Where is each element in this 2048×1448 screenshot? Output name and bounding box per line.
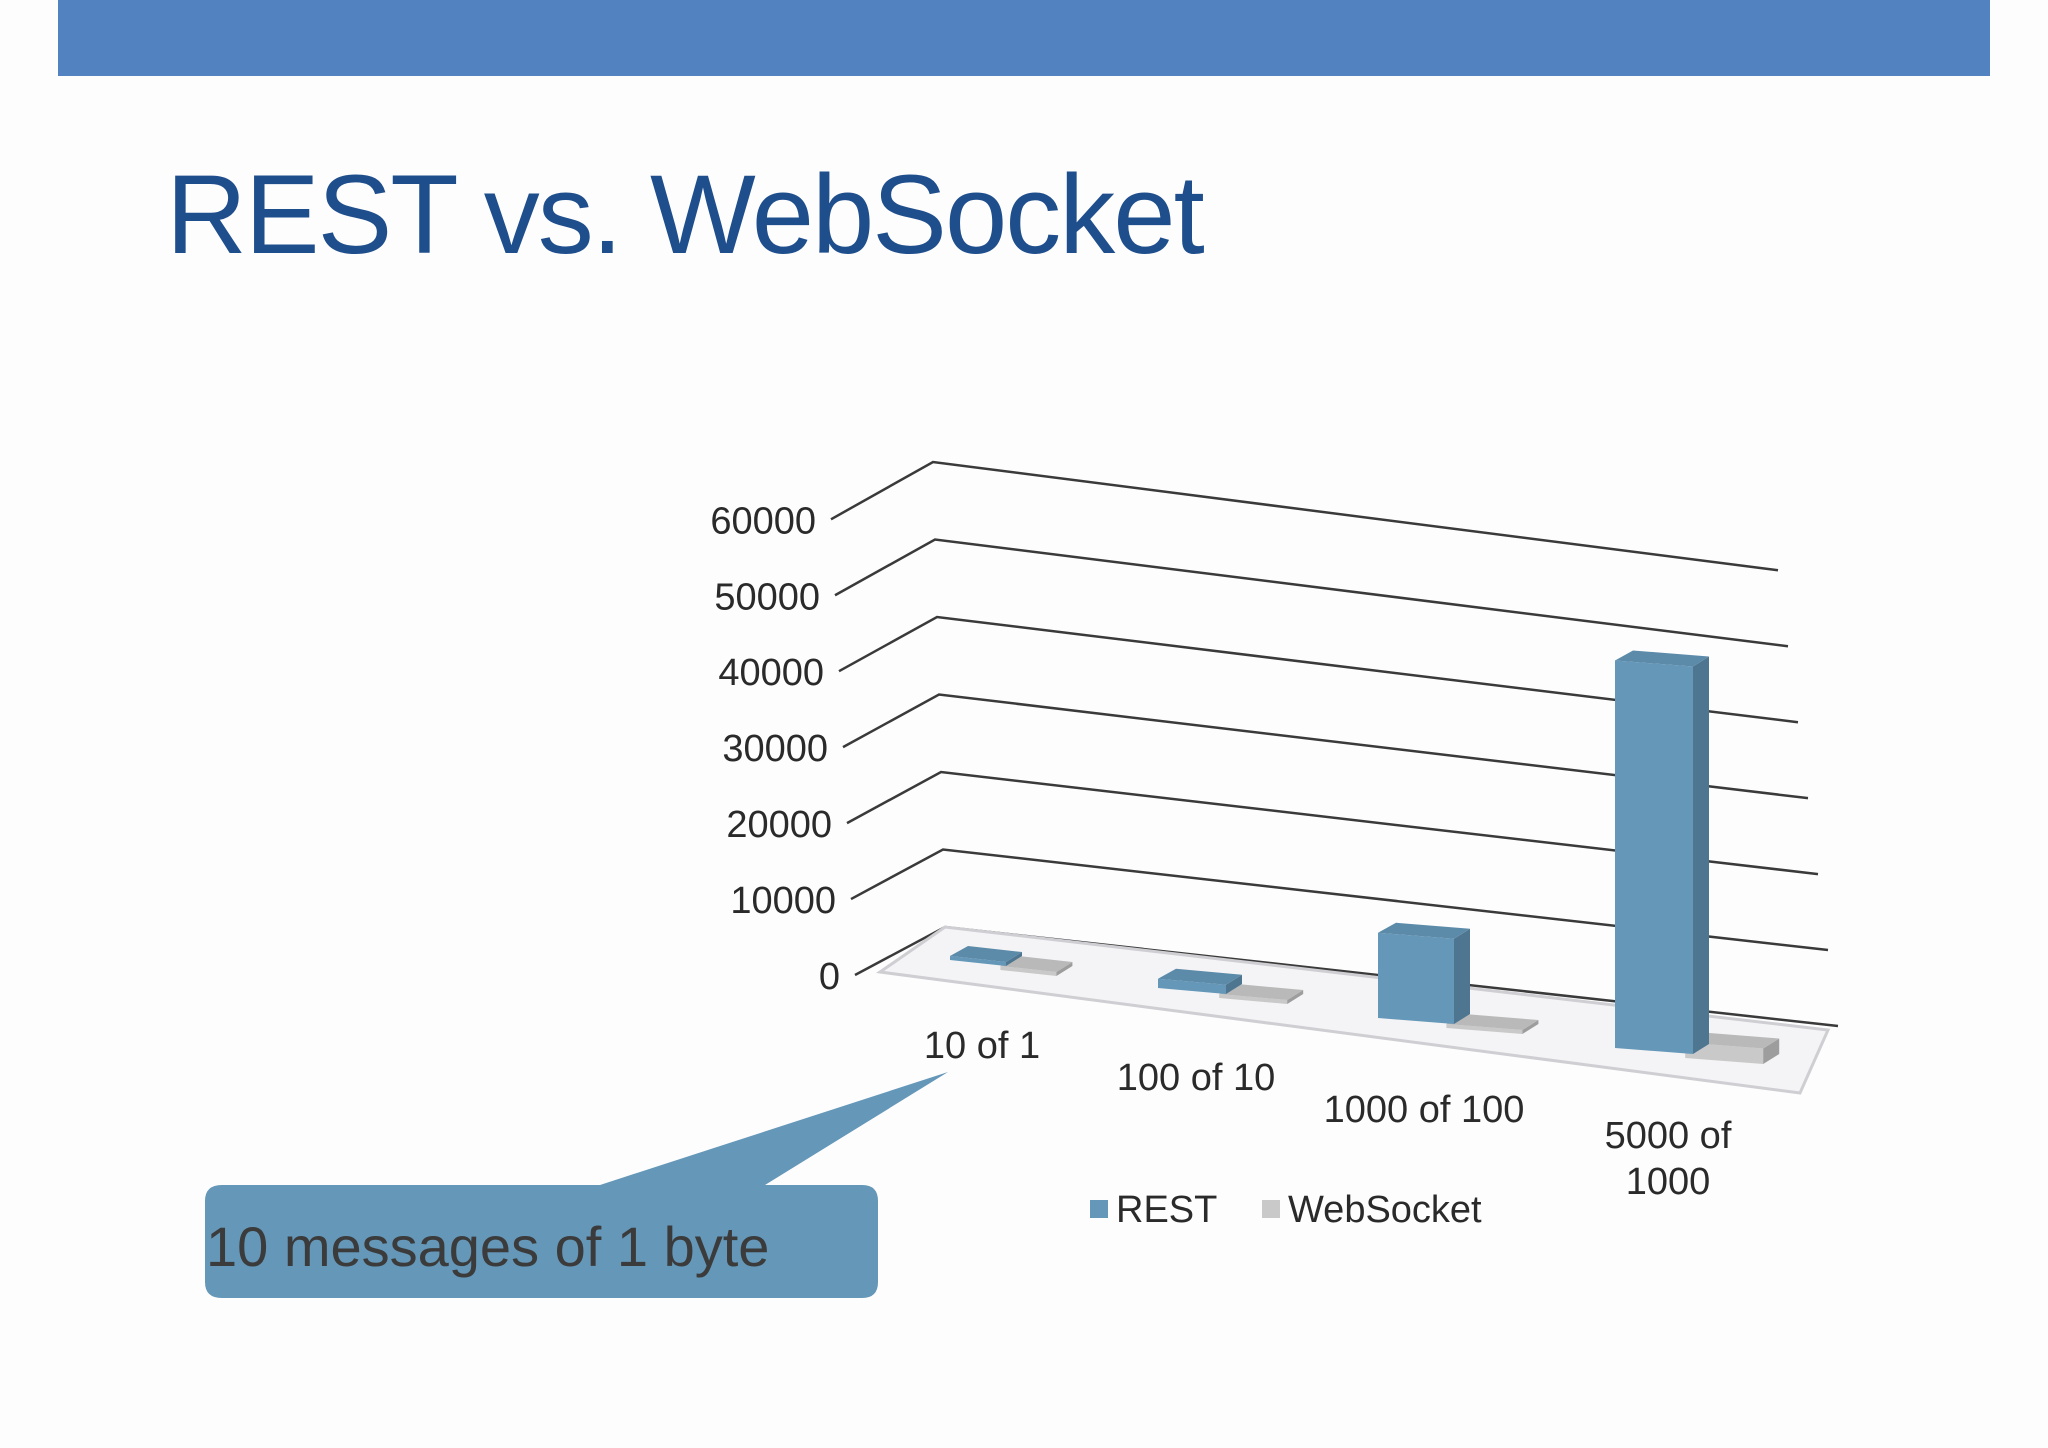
bar-side — [1287, 990, 1304, 1004]
y-tick-label: 40000 — [718, 652, 824, 694]
bar-side — [1454, 928, 1470, 1024]
bar-rest-3 — [1615, 650, 1709, 1054]
header-bar — [58, 0, 1990, 76]
gridline — [838, 615, 1799, 724]
x-tick-label: 1000 — [1626, 1161, 1711, 1203]
slide-title: REST vs. WebSocket — [166, 152, 1205, 277]
callout-bubble — [205, 1072, 948, 1298]
gridlines — [830, 460, 1839, 1028]
bar-top — [1378, 922, 1470, 939]
bar-top — [950, 946, 1022, 962]
bar-front — [1378, 932, 1454, 1024]
bar-websocket-0 — [1000, 956, 1073, 976]
bar-side — [1693, 656, 1709, 1054]
y-tick-label: 30000 — [722, 728, 828, 770]
bar-front — [1158, 978, 1226, 994]
bar-rest-0 — [950, 946, 1022, 966]
bar-websocket-2 — [1446, 1014, 1539, 1034]
y-tick-label: 0 — [819, 956, 840, 998]
y-axis-ticks: 0 10000 20000 30000 40000 50000 60000 — [710, 500, 840, 998]
bar-front — [1219, 994, 1288, 1004]
x-tick-label: 1000 of 100 — [1324, 1089, 1525, 1131]
legend-label: REST — [1116, 1189, 1217, 1231]
bar-front — [950, 956, 1006, 966]
legend: REST WebSocket — [1090, 1189, 1482, 1231]
y-tick-label: 20000 — [726, 804, 832, 846]
x-tick-label: 5000 of — [1605, 1115, 1732, 1157]
gridline — [850, 848, 1829, 952]
bar-top — [1000, 956, 1073, 972]
bar-front — [1685, 1042, 1764, 1064]
floor-plane — [875, 925, 1831, 1095]
gridline — [842, 693, 1809, 800]
bar-top — [1446, 1014, 1539, 1030]
bars — [950, 650, 1780, 1064]
bar-side — [1056, 962, 1073, 976]
legend-swatch — [1090, 1200, 1108, 1218]
bar-front — [1446, 1024, 1523, 1034]
y-tick-label: 60000 — [710, 500, 816, 542]
legend-swatch — [1262, 1200, 1280, 1218]
bar-top — [1219, 984, 1304, 1000]
y-tick-label: 10000 — [730, 880, 836, 922]
bar-rest-1 — [1158, 968, 1242, 994]
callout-text: 10 messages of 1 byte — [206, 1215, 770, 1278]
bar-top — [1615, 650, 1709, 667]
chart-floor — [875, 925, 1831, 1095]
bar-front — [1615, 660, 1693, 1054]
gridline — [846, 770, 1819, 876]
bar-side — [1763, 1038, 1780, 1064]
bar-side — [1226, 974, 1242, 994]
bar-websocket-1 — [1219, 984, 1304, 1004]
callout — [205, 1072, 948, 1298]
bar-rest-2 — [1378, 922, 1470, 1024]
gridline — [834, 538, 1789, 648]
bar-top — [1158, 968, 1242, 985]
bar-side — [1522, 1020, 1539, 1034]
legend-label: WebSocket — [1288, 1189, 1482, 1231]
bar-front — [1000, 966, 1057, 976]
bar-side — [1006, 952, 1022, 966]
x-tick-label: 100 of 10 — [1117, 1057, 1275, 1099]
x-tick-label: 10 of 1 — [924, 1025, 1040, 1067]
gridline — [830, 460, 1779, 572]
y-tick-label: 50000 — [714, 576, 820, 618]
